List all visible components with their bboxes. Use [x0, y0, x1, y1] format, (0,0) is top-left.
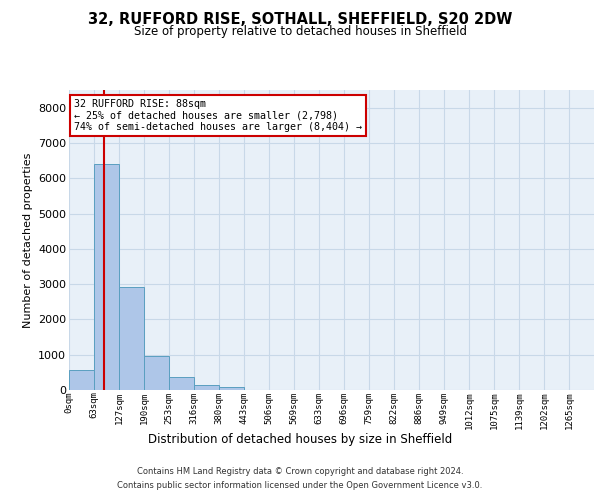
- Bar: [69, 370, 94, 390]
- Bar: [94, 164, 119, 390]
- Bar: [144, 356, 169, 390]
- Text: 32 RUFFORD RISE: 88sqm
← 25% of detached houses are smaller (2,798)
74% of semi-: 32 RUFFORD RISE: 88sqm ← 25% of detached…: [74, 99, 362, 132]
- Bar: [119, 287, 143, 390]
- Text: Contains HM Land Registry data © Crown copyright and database right 2024.: Contains HM Land Registry data © Crown c…: [137, 468, 463, 476]
- Bar: [219, 387, 244, 390]
- Text: Size of property relative to detached houses in Sheffield: Size of property relative to detached ho…: [133, 25, 467, 38]
- Bar: [194, 384, 218, 390]
- Y-axis label: Number of detached properties: Number of detached properties: [23, 152, 32, 328]
- Text: Distribution of detached houses by size in Sheffield: Distribution of detached houses by size …: [148, 432, 452, 446]
- Bar: [169, 378, 193, 390]
- Text: 32, RUFFORD RISE, SOTHALL, SHEFFIELD, S20 2DW: 32, RUFFORD RISE, SOTHALL, SHEFFIELD, S2…: [88, 12, 512, 28]
- Text: Contains public sector information licensed under the Open Government Licence v3: Contains public sector information licen…: [118, 481, 482, 490]
